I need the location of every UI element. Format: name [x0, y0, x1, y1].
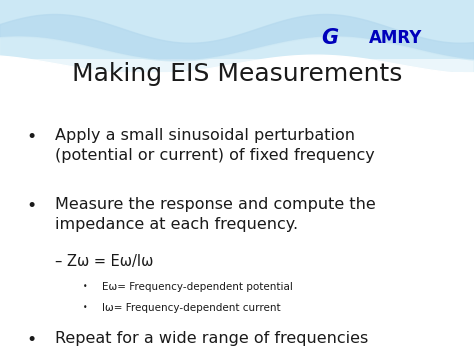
- Text: Making EIS Measurements: Making EIS Measurements: [72, 62, 402, 86]
- Text: Repeat for a wide range of frequencies: Repeat for a wide range of frequencies: [55, 331, 368, 345]
- Text: Measure the response and compute the
impedance at each frequency.: Measure the response and compute the imp…: [55, 197, 375, 233]
- Text: AMRY: AMRY: [369, 29, 423, 47]
- Text: – Zω = Eω/Iω: – Zω = Eω/Iω: [55, 254, 153, 269]
- Text: •: •: [26, 331, 36, 349]
- Text: •: •: [83, 282, 87, 291]
- Text: •: •: [26, 128, 36, 146]
- Text: Apply a small sinusoidal perturbation
(potential or current) of fixed frequency: Apply a small sinusoidal perturbation (p…: [55, 128, 374, 163]
- Text: Eω= Frequency-dependent potential: Eω= Frequency-dependent potential: [102, 282, 293, 292]
- Text: G: G: [321, 28, 338, 48]
- Text: •: •: [83, 303, 87, 312]
- Text: •: •: [26, 197, 36, 215]
- Text: Iω= Frequency-dependent current: Iω= Frequency-dependent current: [102, 303, 281, 313]
